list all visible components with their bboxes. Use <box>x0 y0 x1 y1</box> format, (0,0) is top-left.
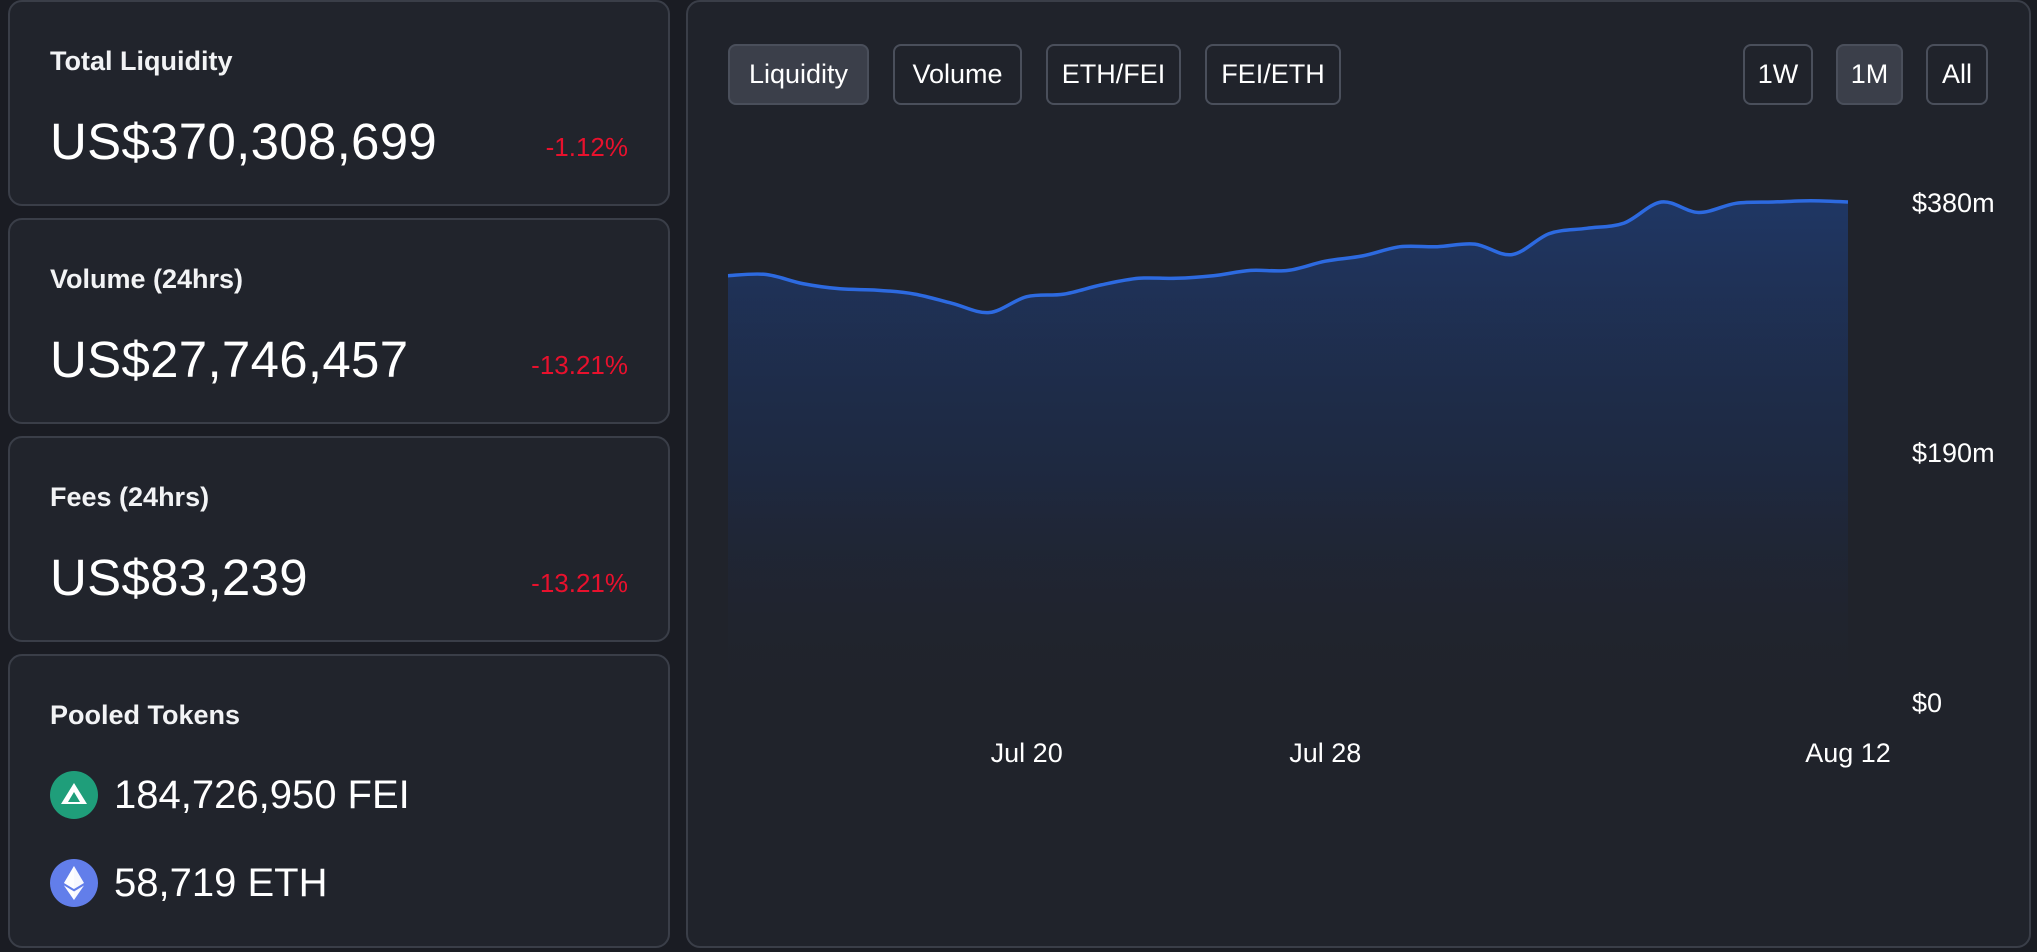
volume-title: Volume (24hrs) <box>50 264 244 294</box>
data-point <box>1248 267 1254 273</box>
data-point <box>874 287 880 293</box>
volume-card: Volume (24hrs) US$27,746,457 -13.21% <box>8 218 670 424</box>
tab-volume[interactable]: Volume <box>893 44 1022 105</box>
eth-token-amount: 58,719 ETH <box>114 860 328 905</box>
data-point <box>1845 199 1851 205</box>
fees-title: Fees (24hrs) <box>50 482 210 512</box>
data-point <box>1658 199 1664 205</box>
y-tick-label: $380m <box>1912 188 1995 218</box>
range-1m-button[interactable]: 1M <box>1836 44 1903 105</box>
fees-card: Fees (24hrs) US$83,239 -13.21% <box>8 436 670 642</box>
data-point <box>1472 241 1478 247</box>
fees-value: US$83,239 <box>50 549 308 606</box>
data-point <box>1173 275 1179 281</box>
data-point <box>1808 198 1814 204</box>
total-liquidity-title: Total Liquidity <box>50 46 233 76</box>
stats-column: Total Liquidity US$370,308,699 -1.12% Vo… <box>8 0 672 952</box>
range-all-button[interactable]: All <box>1926 44 1988 105</box>
total-liquidity-card: Total Liquidity US$370,308,699 -1.12% <box>8 0 670 206</box>
fei-token-row: 184,726,950 FEI <box>50 770 410 820</box>
data-point <box>725 273 731 279</box>
data-point <box>800 281 806 287</box>
data-point <box>1210 273 1216 279</box>
fei-token-icon <box>50 771 98 819</box>
data-point <box>1434 244 1440 250</box>
data-point <box>1733 200 1739 206</box>
total-liquidity-change: -1.12% <box>545 132 628 162</box>
data-point <box>949 300 955 306</box>
data-point <box>1584 225 1590 231</box>
tab-liquidity[interactable]: Liquidity <box>728 44 869 105</box>
data-point <box>1360 253 1366 259</box>
pooled-tokens-card: Pooled Tokens 184,726,950 FEI 58,719 ETH <box>8 654 670 948</box>
pooled-tokens-title: Pooled Tokens <box>50 700 241 730</box>
data-point <box>837 286 843 292</box>
y-tick-label: $190m <box>1912 438 1995 468</box>
data-point <box>1770 199 1776 205</box>
volume-change: -13.21% <box>531 350 628 380</box>
data-point <box>912 291 918 297</box>
data-point <box>1397 244 1403 250</box>
data-point <box>762 271 768 277</box>
total-liquidity-value: US$370,308,699 <box>50 113 438 170</box>
tab-eth-fei[interactable]: ETH/FEI <box>1046 44 1181 105</box>
data-point <box>1136 275 1142 281</box>
data-point <box>1024 294 1030 300</box>
eth-token-row: 58,719 ETH <box>50 858 327 908</box>
fees-change: -13.21% <box>531 568 628 598</box>
x-tick-label: Jul 28 <box>1289 738 1361 768</box>
liquidity-chart: $380m $190m $0 Jul 20 Jul 28 Aug 12 <box>725 188 1995 768</box>
fei-token-amount: 184,726,950 FEI <box>114 772 410 817</box>
data-point <box>986 310 992 316</box>
liquidity-area <box>728 200 1848 702</box>
data-point <box>1546 231 1552 237</box>
eth-token-icon <box>50 859 98 907</box>
data-point <box>1509 252 1515 258</box>
data-point <box>1061 291 1067 297</box>
data-point <box>1285 267 1291 273</box>
data-point <box>1322 258 1328 264</box>
x-tick-label: Jul 20 <box>991 738 1063 768</box>
data-point <box>1098 282 1104 288</box>
data-point <box>1696 210 1702 216</box>
liquidity-line <box>727 198 1849 315</box>
x-tick-label: Aug 12 <box>1805 738 1891 768</box>
range-1w-button[interactable]: 1W <box>1743 44 1813 105</box>
y-tick-label: $0 <box>1912 688 1942 718</box>
data-point <box>1621 220 1627 226</box>
chart-panel: Liquidity Volume ETH/FEI FEI/ETH 1W 1M A… <box>686 0 2031 948</box>
tab-fei-eth[interactable]: FEI/ETH <box>1205 44 1341 105</box>
volume-value: US$27,746,457 <box>50 331 409 388</box>
